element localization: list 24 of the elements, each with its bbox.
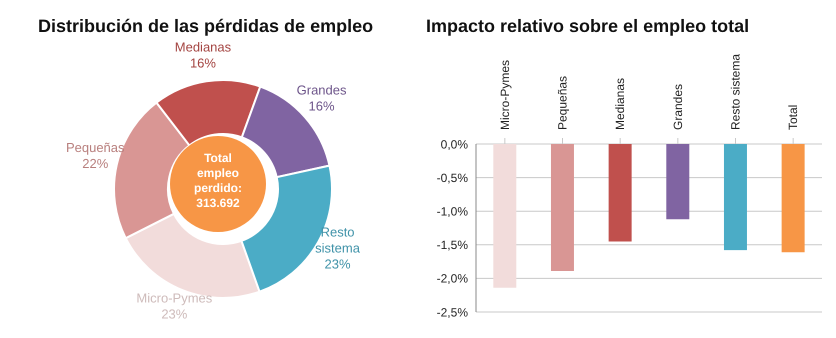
text: Total empleo perdido: 313.692 bbox=[194, 151, 242, 210]
slice-label: Pequeñas bbox=[66, 140, 126, 155]
x-tick-label: Micro-Pymes bbox=[498, 60, 512, 130]
data-label: 23% bbox=[324, 256, 352, 272]
data-label: 16% bbox=[190, 56, 216, 71]
slice-label: Medianas bbox=[174, 40, 232, 55]
slice-label: Micro-Pymes bbox=[136, 290, 213, 306]
chart-title: Impacto relativo sobre el empleo total bbox=[426, 16, 750, 37]
x-tick-label: Grandes bbox=[670, 84, 685, 130]
x-tick-label: Total bbox=[786, 104, 800, 130]
y-tick-label: -2,0% bbox=[436, 272, 468, 286]
data-label: 23% bbox=[161, 306, 188, 322]
y-tick-label: -0,5% bbox=[436, 170, 468, 185]
y-tick-label: -1,5% bbox=[436, 238, 468, 252]
y-tick-label: -2,5% bbox=[436, 305, 468, 320]
x-tick-label: Resto sistema bbox=[728, 54, 742, 130]
y-tick-label: -1,0% bbox=[436, 204, 468, 218]
slice-label: Resto sistema bbox=[315, 224, 361, 256]
data-label: 16% bbox=[308, 98, 336, 114]
y-tick-label: 0,0% bbox=[440, 137, 468, 152]
x-tick-label: Medianas bbox=[613, 78, 628, 130]
chart-title: Distribución de las pérdidas de empleo bbox=[38, 16, 374, 37]
data-label: 22% bbox=[82, 156, 109, 171]
x-tick-label: Pequeñas bbox=[556, 76, 570, 130]
